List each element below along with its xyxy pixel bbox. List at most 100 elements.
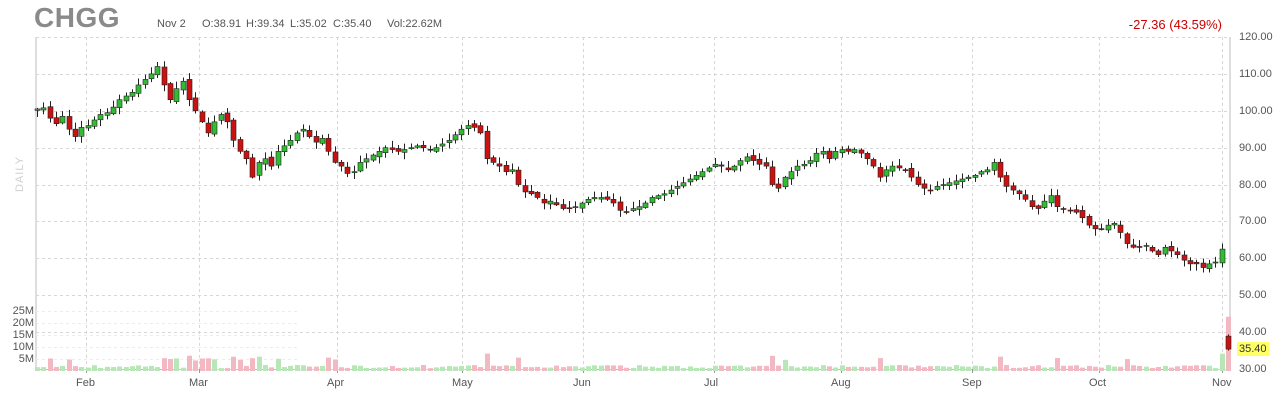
candle-body — [484, 130, 491, 160]
volume-bar — [1125, 359, 1130, 371]
candle-body — [1029, 200, 1036, 207]
candle-body — [661, 193, 668, 196]
volume-bar — [263, 365, 268, 371]
candle-body — [351, 171, 358, 173]
candle-body — [908, 168, 915, 178]
candle-body — [357, 162, 364, 172]
volume-bar — [992, 366, 997, 371]
candle-body — [1041, 200, 1048, 208]
volume-bar — [288, 365, 293, 371]
candle-body — [756, 158, 763, 165]
candle-body — [78, 127, 85, 137]
price-tick-label: 90.00 — [1239, 141, 1267, 154]
ticker-symbol: CHGG — [34, 2, 120, 33]
volume-bar — [428, 368, 433, 371]
candle-body — [1022, 194, 1029, 200]
volume-bar — [897, 365, 902, 371]
candle-body — [91, 119, 98, 127]
volume-tick-label: 25M — [12, 304, 34, 317]
volume-bar — [713, 365, 718, 371]
candle-body — [325, 138, 332, 152]
volume-bar — [1207, 365, 1212, 371]
volume-bar — [117, 366, 122, 371]
candle-body — [775, 183, 782, 189]
volume-bar — [333, 359, 338, 371]
volume-bar — [73, 366, 78, 371]
volume-bar — [510, 365, 515, 371]
candle-body — [104, 112, 111, 116]
candle-body — [915, 176, 922, 185]
candle-body — [972, 175, 979, 178]
month-label: Apr — [327, 377, 345, 389]
candle-body — [34, 108, 41, 111]
volume-bar — [225, 368, 230, 371]
price-tick-label: 110.00 — [1239, 67, 1272, 80]
volume-bar — [41, 367, 46, 371]
candle-body — [1111, 222, 1118, 226]
candle-body — [610, 199, 617, 204]
volume-bar — [719, 365, 724, 371]
candle-body — [40, 107, 47, 111]
candle-body — [395, 148, 402, 152]
candle-body — [85, 125, 92, 129]
volume-bar — [1220, 353, 1225, 371]
candle-body — [1225, 335, 1232, 350]
volume-bar — [865, 367, 870, 371]
candle-body — [148, 73, 155, 80]
volume-bar — [295, 365, 300, 371]
volume-bar — [1074, 365, 1079, 371]
volume-bar — [1150, 367, 1155, 371]
candle-body — [585, 199, 592, 204]
volume-bar — [675, 365, 680, 371]
candle-body — [934, 186, 941, 190]
price-tick-label: 100.00 — [1239, 104, 1273, 117]
last-price-badge: 35.40 — [1237, 342, 1269, 356]
volume-bar — [453, 366, 458, 371]
candle-body — [427, 148, 434, 151]
volume-bar — [1049, 367, 1054, 371]
candle-body — [313, 136, 320, 143]
candle-body — [1168, 246, 1175, 252]
candle-body — [458, 128, 465, 136]
candle-body — [1130, 244, 1137, 248]
price-tick-label: 60.00 — [1239, 251, 1267, 264]
volume-bar — [219, 368, 224, 371]
volume-bar — [1175, 366, 1180, 371]
candle-body — [1060, 208, 1067, 210]
candle-body — [287, 139, 294, 146]
volume-bar — [903, 365, 908, 371]
candle-body — [813, 152, 820, 162]
candle-body — [452, 134, 459, 141]
volume-bar — [650, 366, 655, 371]
volume-bar — [1188, 365, 1193, 371]
candle-body — [319, 138, 326, 144]
volume-bar — [656, 367, 661, 371]
candle-body — [275, 151, 282, 166]
volume-bar — [497, 366, 502, 371]
volume-bar — [1131, 365, 1136, 371]
candle-body — [718, 164, 725, 167]
volume-bar — [193, 360, 198, 371]
candle-body — [927, 189, 934, 192]
month-label: Aug — [831, 377, 851, 389]
candle-body — [199, 111, 206, 123]
candle-body — [186, 79, 193, 101]
candle-body — [211, 121, 218, 135]
volume-bar — [352, 365, 357, 371]
candle-body — [870, 159, 877, 167]
candle-body — [940, 184, 947, 186]
volume-bar — [269, 367, 274, 371]
candle-body — [1206, 263, 1213, 270]
candle-body — [154, 66, 161, 76]
candle-body — [1124, 233, 1131, 244]
volume-bar — [745, 367, 750, 371]
candle-body — [826, 150, 833, 160]
volume-bar — [168, 359, 173, 371]
volume-bar — [1042, 367, 1047, 371]
candle-body — [1136, 246, 1143, 248]
candle-body — [820, 151, 827, 155]
volume-bar — [187, 355, 192, 371]
candle-body — [300, 128, 307, 132]
volume-tick-label: 10M — [12, 340, 34, 353]
